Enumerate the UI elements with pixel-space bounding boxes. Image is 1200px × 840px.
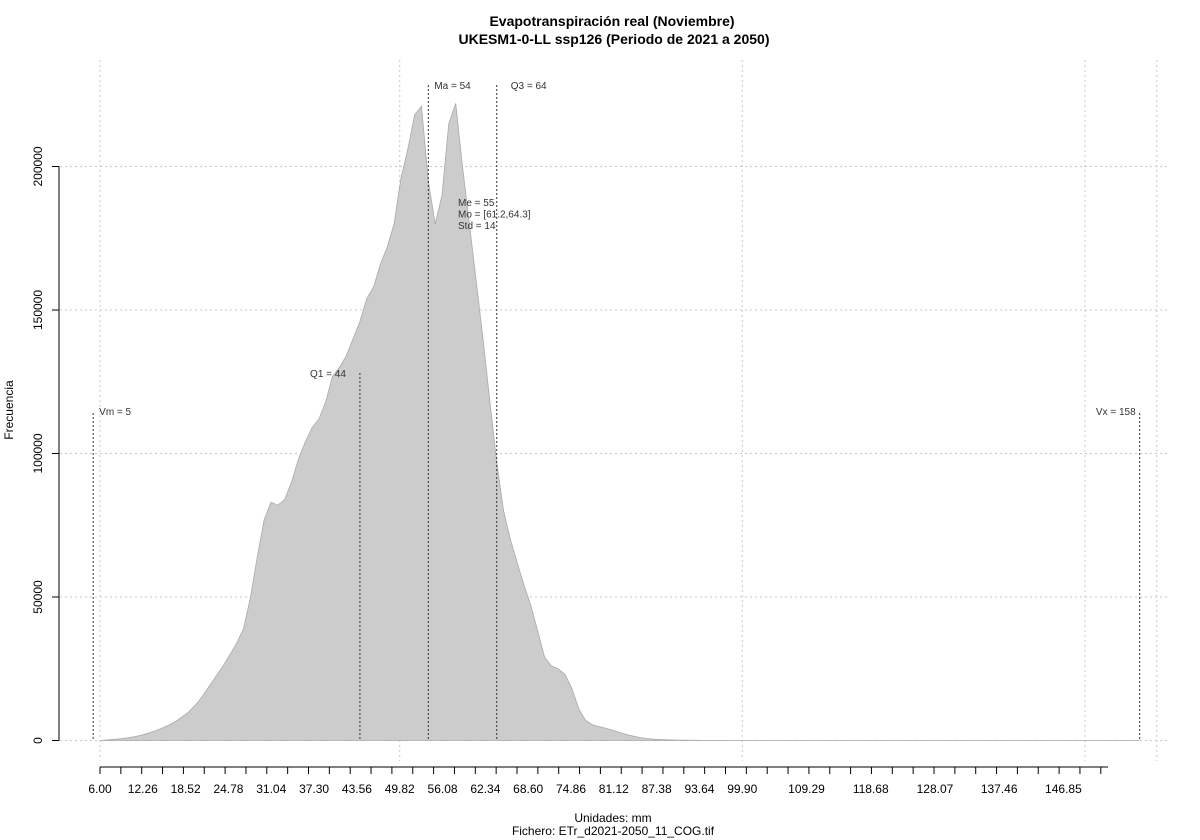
x-tick-label: 99.90 (727, 782, 757, 796)
density-area (99, 103, 1140, 741)
grid (60, 60, 1170, 761)
y-tick-label: 0 (31, 737, 45, 744)
y-tick-label: 50000 (31, 580, 45, 614)
x-tick-label: 146.85 (1045, 782, 1082, 796)
q3-label: Q3 = 64 (511, 81, 547, 92)
stats-label: Mo = [61.2,64.3] (458, 210, 531, 221)
stats-label: Std = 14 (458, 221, 496, 232)
x-tick-label: 87.38 (642, 782, 672, 796)
annotations: Vm = 5 Vx = 158 Q1 = 44 Ma = 54 Q3 = 64 Me = … (92, 81, 1141, 741)
x-tick-label: 12.26 (128, 782, 158, 796)
x-tick-label: 24.78 (213, 782, 243, 796)
area-series (99, 103, 1140, 741)
ma-label: Ma = 54 (434, 81, 471, 92)
stats-label: Me = 55 (458, 198, 495, 209)
x-tick-label: 49.82 (385, 782, 415, 796)
x-tick-label: 93.64 (684, 782, 714, 796)
x-axis: 6.00 12.26 18.52 24.78 31.04 37.30 43.56 49.82 5… (88, 766, 1108, 796)
y-tick-label: 150000 (31, 290, 45, 330)
x-tick-label: 74.86 (556, 782, 586, 796)
q1-label: Q1 = 44 (310, 369, 346, 380)
vm-label: Vm = 5 (99, 407, 131, 418)
y-tick-label: 100000 (31, 433, 45, 473)
x-tick-label: 37.30 (299, 782, 329, 796)
x-tick-label: 109.29 (788, 782, 825, 796)
footer-file: Fichero: ETr_d2021-2050_11_COG.tif (512, 824, 715, 838)
x-tick-label: 31.04 (256, 782, 286, 796)
x-tick-label: 128.07 (917, 782, 954, 796)
y-axis-label: Frecuencia (2, 380, 16, 440)
x-tick-label: 81.12 (599, 782, 629, 796)
x-tick-label: 43.56 (342, 782, 372, 796)
chart-subtitle: UKESM1-0-LL ssp126 (Periodo de 2021 a 20… (459, 31, 770, 47)
x-tick-label: 137.46 (981, 782, 1018, 796)
x-tick-label: 62.34 (470, 782, 500, 796)
x-tick-label: 6.00 (88, 782, 112, 796)
x-tick-label: 68.60 (513, 782, 543, 796)
x-tick-label: 56.08 (428, 782, 458, 796)
x-axis-label: Unidades: mm (574, 811, 651, 825)
chart-title: Evapotranspiración real (Noviembre) (489, 13, 734, 29)
x-tick-label: 118.68 (853, 782, 889, 796)
y-tick-label: 200000 (31, 146, 45, 186)
vx-label: Vx = 158 (1096, 407, 1136, 418)
y-axis: 0 50000 100000 150000 200000 (31, 146, 60, 744)
x-tick-label: 18.52 (171, 782, 201, 796)
